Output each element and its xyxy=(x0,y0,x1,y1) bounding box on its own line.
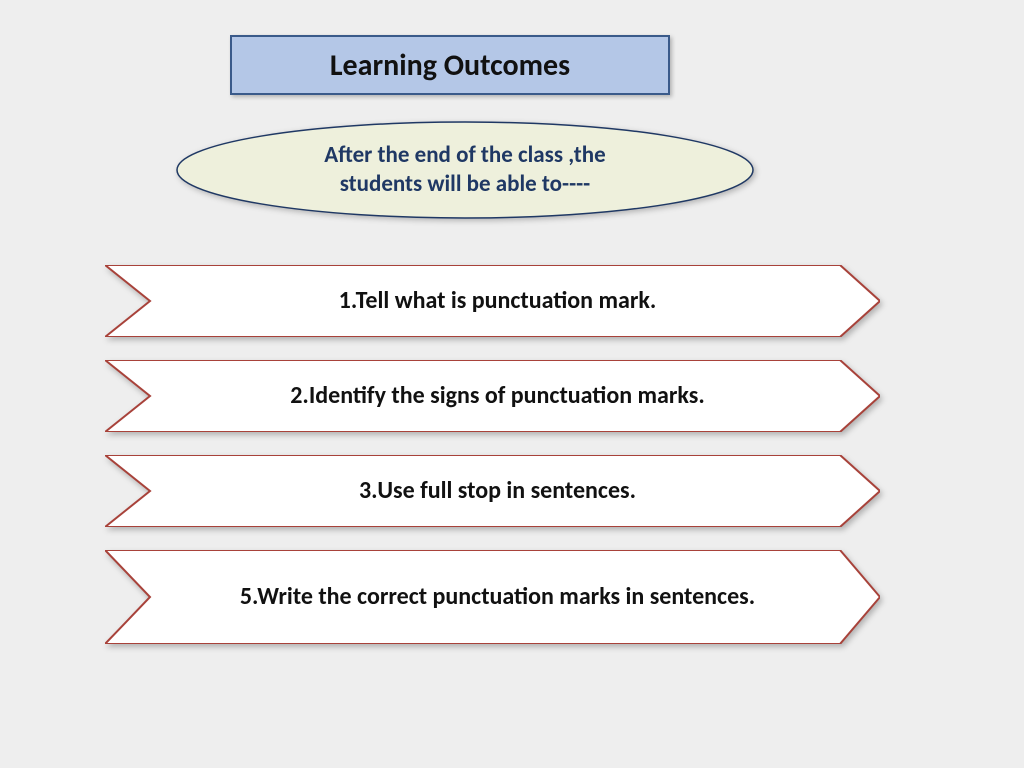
outcome-arrow: 1.Tell what is punctuation mark. xyxy=(105,265,880,337)
outcome-arrow: 3.Use full stop in sentences. xyxy=(105,455,880,527)
outcome-arrow: 5.Write the correct punctuation marks in… xyxy=(105,550,880,644)
outcome-text: 3.Use full stop in sentences. xyxy=(160,455,835,527)
subtitle-text: After the end of the class ,the students… xyxy=(175,120,755,220)
subtitle-line1: After the end of the class ,the xyxy=(324,141,605,170)
title-text: Learning Outcomes xyxy=(330,47,570,84)
outcome-text: 5.Write the correct punctuation marks in… xyxy=(160,550,835,644)
subtitle-ellipse: After the end of the class ,the students… xyxy=(175,120,755,220)
outcome-arrow: 2.Identify the signs of punctuation mark… xyxy=(105,360,880,432)
outcome-text: 2.Identify the signs of punctuation mark… xyxy=(160,360,835,432)
outcome-text: 1.Tell what is punctuation mark. xyxy=(160,265,835,337)
subtitle-line2: students will be able to---- xyxy=(340,170,590,199)
title-box: Learning Outcomes xyxy=(230,35,670,95)
